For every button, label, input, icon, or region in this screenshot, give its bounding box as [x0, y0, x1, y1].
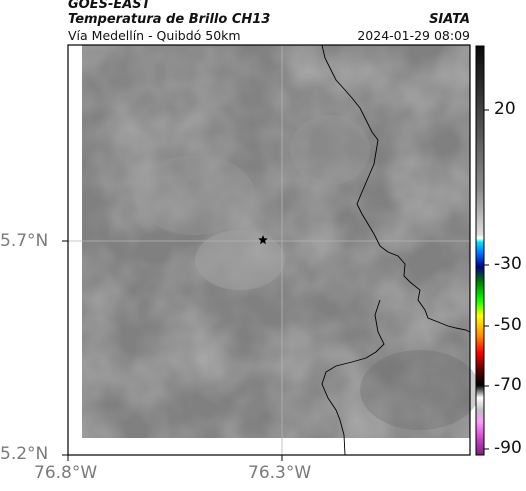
- satellite-image: [82, 45, 480, 438]
- lon-label: 76.8°W: [34, 463, 98, 483]
- datetime-label: 2024-01-29 08:09: [357, 28, 470, 43]
- boundary-line: [321, 44, 471, 333]
- colorbar: [475, 45, 489, 456]
- product-title: Temperatura de Brillo CH13: [68, 12, 271, 27]
- colorbar-label: 20: [494, 99, 516, 119]
- boundary-line-south: [321, 299, 385, 456]
- colorbar-label: -50: [494, 315, 522, 335]
- satellite-title: GOES-EAST: [68, 0, 151, 12]
- region-subtitle: Vía Medellín - Quibdó 50km: [68, 28, 241, 43]
- colorbar-label: -90: [494, 438, 522, 458]
- map-border: [67, 44, 471, 456]
- agency-label: SIATA: [429, 12, 470, 27]
- colorbar-label: -70: [494, 375, 522, 395]
- lat-label: 5.2°N: [0, 444, 49, 464]
- star-marker: [258, 235, 268, 245]
- colorbar-label: -30: [494, 254, 522, 274]
- lon-label: 76.3°W: [248, 463, 312, 483]
- lat-label: 5.7°N: [0, 231, 49, 251]
